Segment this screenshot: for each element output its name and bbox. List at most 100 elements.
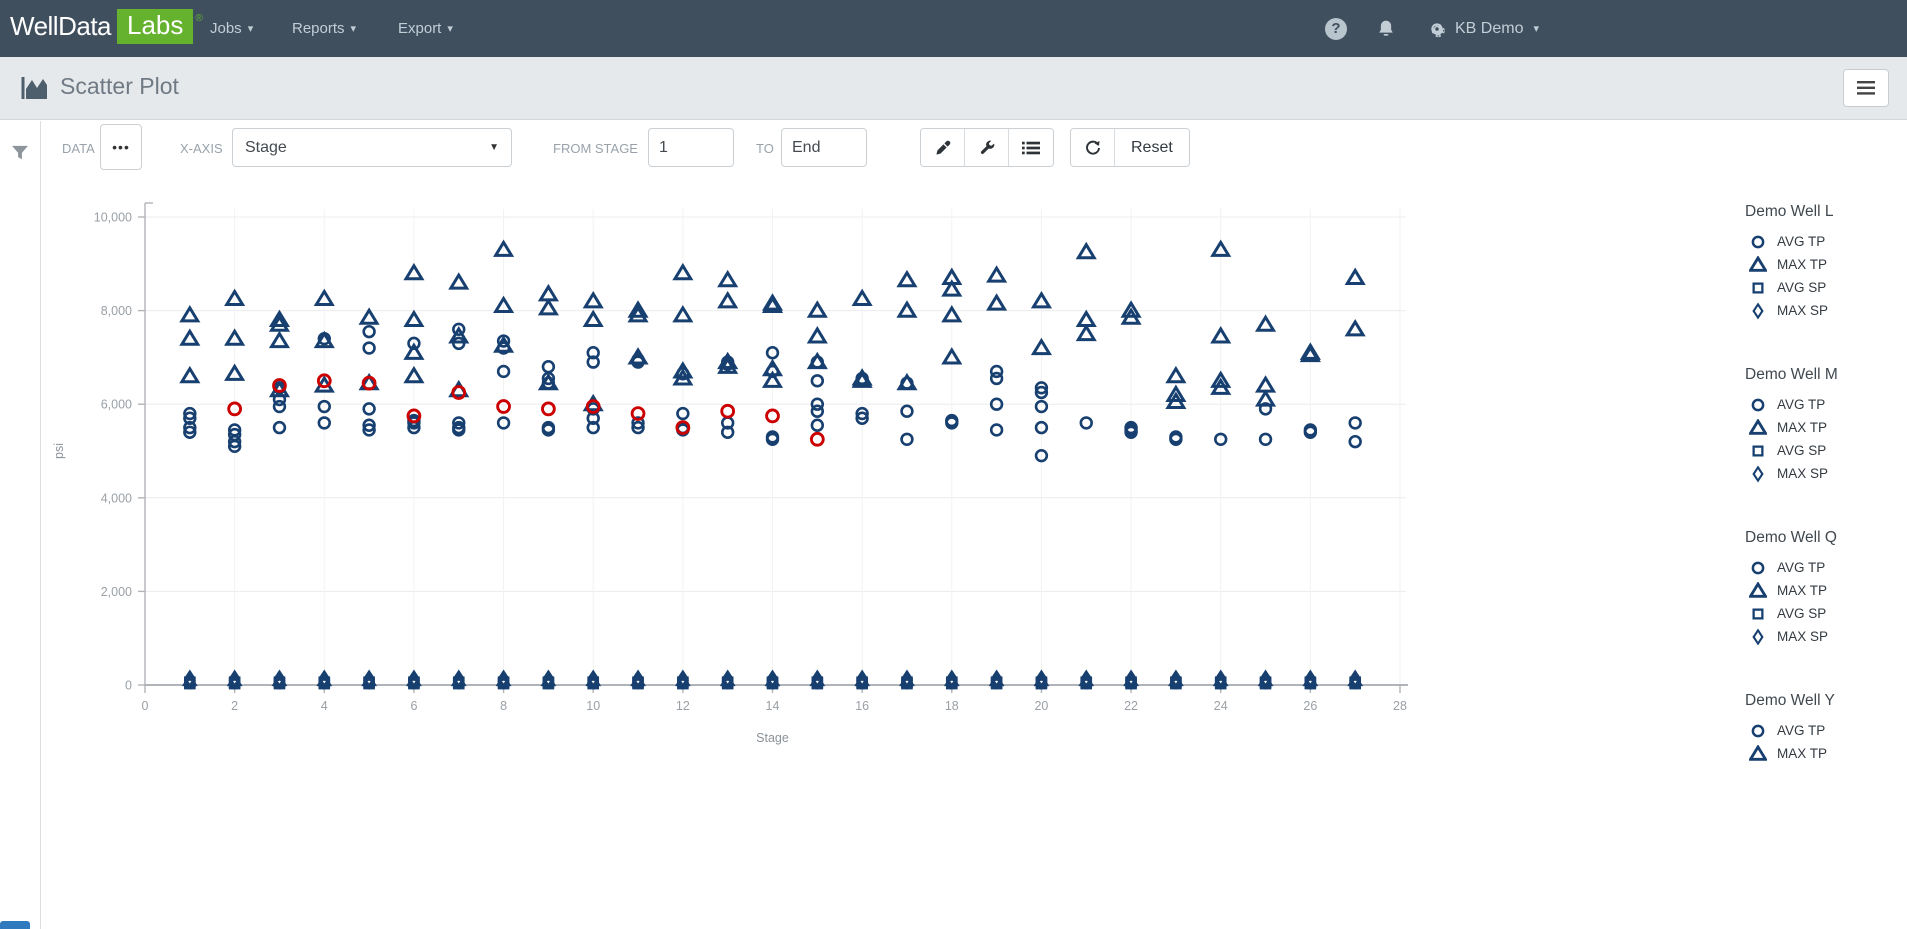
hamburger-icon bbox=[1857, 81, 1875, 95]
page-title: Scatter Plot bbox=[60, 73, 179, 99]
settings-button[interactable] bbox=[965, 129, 1009, 166]
square-marker-icon bbox=[1752, 607, 1764, 620]
diamond-marker-icon bbox=[1752, 464, 1764, 483]
legend-item-avg-sp[interactable]: AVG SP bbox=[1745, 276, 1905, 299]
legend-item-avg-tp[interactable]: AVG TP bbox=[1745, 556, 1905, 579]
chevron-down-icon: ▾ bbox=[447, 23, 453, 35]
chart-icon bbox=[21, 77, 47, 99]
to-stage-input[interactable] bbox=[781, 128, 867, 167]
menu-reports[interactable]: Reports ▾ bbox=[292, 20, 357, 37]
data-table-button[interactable] bbox=[1009, 129, 1053, 166]
circle-marker-icon bbox=[1751, 235, 1765, 248]
svg-text:4: 4 bbox=[321, 699, 328, 713]
svg-text:22: 22 bbox=[1124, 699, 1138, 713]
circle-marker-icon bbox=[1751, 561, 1765, 574]
diamond-marker-icon bbox=[1752, 627, 1764, 646]
legend-item-label: MAX SP bbox=[1777, 466, 1829, 481]
legend-item-avg-sp[interactable]: AVG SP bbox=[1745, 439, 1905, 462]
legend-item-max-tp[interactable]: MAX TP bbox=[1745, 253, 1905, 276]
svg-text:Stage: Stage bbox=[756, 731, 789, 745]
svg-text:8,000: 8,000 bbox=[101, 304, 132, 318]
legend-item-label: AVG SP bbox=[1777, 606, 1827, 621]
triangle-marker-icon bbox=[1749, 581, 1767, 598]
svg-text:2: 2 bbox=[231, 699, 238, 713]
data-label: DATA bbox=[62, 141, 95, 156]
x-axis-selected-value: Stage bbox=[245, 138, 287, 156]
legend-item-avg-sp[interactable]: AVG SP bbox=[1745, 602, 1905, 625]
legend-item-label: AVG TP bbox=[1777, 397, 1826, 412]
legend-item-label: MAX TP bbox=[1777, 257, 1828, 272]
circle-marker-icon bbox=[1751, 398, 1765, 411]
user-menu[interactable]: KB Demo ▾ bbox=[1427, 0, 1539, 57]
svg-text:0: 0 bbox=[125, 679, 132, 693]
menu-export[interactable]: Export ▾ bbox=[398, 20, 453, 37]
svg-text:28: 28 bbox=[1393, 699, 1407, 713]
eyedropper-icon bbox=[936, 140, 950, 154]
svg-text:16: 16 bbox=[855, 699, 869, 713]
triangle-marker-icon bbox=[1749, 255, 1767, 272]
chat-widget-fragment[interactable] bbox=[0, 921, 30, 929]
brand-text: WellData bbox=[10, 11, 112, 41]
legend-item-label: AVG SP bbox=[1777, 280, 1827, 295]
refresh-reset-group: Reset bbox=[1070, 128, 1190, 167]
legend-item-label: MAX SP bbox=[1777, 303, 1829, 318]
legend-item-avg-tp[interactable]: AVG TP bbox=[1745, 393, 1905, 416]
data-options-button[interactable]: ••• bbox=[100, 124, 142, 170]
annotate-button[interactable] bbox=[921, 129, 965, 166]
reset-button[interactable]: Reset bbox=[1115, 129, 1189, 166]
help-button[interactable]: ? bbox=[1325, 0, 1347, 57]
svg-text:12: 12 bbox=[676, 699, 690, 713]
svg-text:24: 24 bbox=[1214, 699, 1228, 713]
square-marker-icon bbox=[1752, 281, 1764, 294]
legend-group: Demo Well Y AVG TP MAX TP bbox=[1745, 692, 1905, 765]
gear-icon bbox=[1431, 22, 1445, 37]
x-axis-select[interactable]: Stage ▼ bbox=[232, 128, 512, 167]
chart-context-menu-button[interactable] bbox=[1843, 69, 1889, 107]
svg-text:6,000: 6,000 bbox=[101, 398, 132, 412]
legend-item-max-sp[interactable]: MAX SP bbox=[1745, 625, 1905, 648]
svg-text:20: 20 bbox=[1034, 699, 1048, 713]
xaxis-label: X-AXIS bbox=[180, 141, 223, 156]
chart-legend: Demo Well L AVG TP MAX TP AVG SP MAX SP Demo … bbox=[1745, 203, 1905, 809]
circle-marker-icon bbox=[1751, 724, 1765, 737]
svg-text:8: 8 bbox=[500, 699, 507, 713]
legend-well-title: Demo Well Y bbox=[1745, 692, 1835, 709]
svg-text:psi: psi bbox=[52, 443, 66, 459]
legend-item-max-sp[interactable]: MAX SP bbox=[1745, 299, 1905, 322]
legend-item-max-tp[interactable]: MAX TP bbox=[1745, 416, 1905, 439]
legend-item-avg-tp[interactable]: AVG TP bbox=[1745, 719, 1905, 742]
legend-item-max-sp[interactable]: MAX SP bbox=[1745, 462, 1905, 485]
page-header: Scatter Plot bbox=[0, 57, 1907, 120]
menu-jobs[interactable]: Jobs ▾ bbox=[210, 20, 254, 37]
svg-text:26: 26 bbox=[1303, 699, 1317, 713]
triangle-marker-icon bbox=[1749, 744, 1767, 761]
legend-item-max-tp[interactable]: MAX TP bbox=[1745, 742, 1905, 765]
welldata-labs-logo[interactable]: WellData Labs ® bbox=[10, 9, 203, 44]
wrench-icon bbox=[980, 140, 994, 154]
svg-text:4,000: 4,000 bbox=[101, 491, 132, 505]
refresh-button[interactable] bbox=[1071, 129, 1115, 166]
to-label: TO bbox=[756, 141, 774, 156]
brand-labs-badge: Labs bbox=[117, 9, 194, 44]
svg-text:10: 10 bbox=[586, 699, 600, 713]
legend-item-label: AVG TP bbox=[1777, 234, 1826, 249]
list-icon bbox=[1022, 141, 1040, 154]
legend-well-title: Demo Well L bbox=[1745, 203, 1834, 220]
legend-group: Demo Well Q AVG TP MAX TP AVG SP MAX SP bbox=[1745, 529, 1905, 648]
legend-item-max-tp[interactable]: MAX TP bbox=[1745, 579, 1905, 602]
legend-item-avg-tp[interactable]: AVG TP bbox=[1745, 230, 1905, 253]
from-stage-input[interactable] bbox=[648, 128, 734, 167]
legend-item-label: MAX TP bbox=[1777, 420, 1828, 435]
top-navbar: WellData Labs ® Jobs ▾ Reports ▾ Export … bbox=[0, 0, 1907, 57]
legend-group: Demo Well M AVG TP MAX TP AVG SP MAX SP bbox=[1745, 366, 1905, 485]
svg-text:10,000: 10,000 bbox=[94, 211, 132, 225]
legend-item-label: MAX TP bbox=[1777, 583, 1828, 598]
legend-item-label: MAX TP bbox=[1777, 746, 1828, 761]
user-name: KB Demo bbox=[1455, 19, 1524, 37]
filter-button[interactable] bbox=[10, 143, 30, 168]
notifications-button[interactable] bbox=[1375, 0, 1397, 57]
from-stage-label: FROM STAGE bbox=[553, 141, 638, 156]
legend-item-label: MAX SP bbox=[1777, 629, 1829, 644]
legend-well-title: Demo Well M bbox=[1745, 366, 1838, 383]
